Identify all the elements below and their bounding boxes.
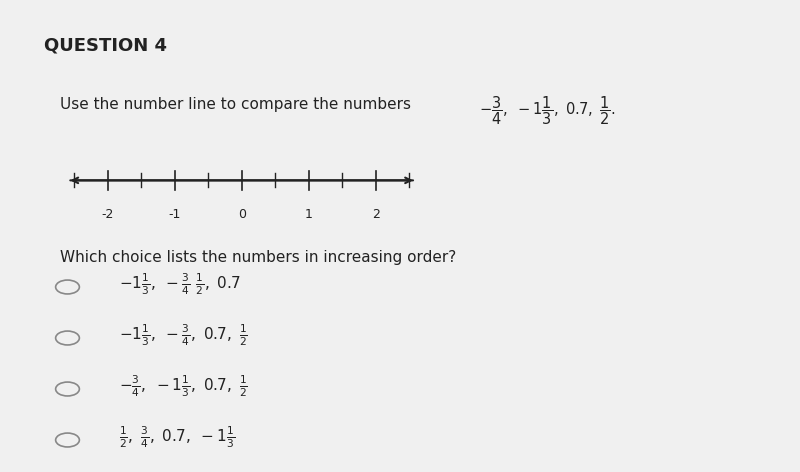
Text: QUESTION 4: QUESTION 4: [44, 37, 166, 55]
Text: 2: 2: [372, 208, 379, 221]
Text: $\frac{1}{2},\ \frac{3}{4},\ 0.7,\ -1\frac{1}{3}$: $\frac{1}{2},\ \frac{3}{4},\ 0.7,\ -1\fr…: [119, 425, 235, 450]
Text: $-\dfrac{3}{4},\ -1\dfrac{1}{3},\ 0.7,\ \dfrac{1}{2}.$: $-\dfrac{3}{4},\ -1\dfrac{1}{3},\ 0.7,\ …: [479, 94, 616, 127]
Text: -2: -2: [102, 208, 114, 221]
Text: -1: -1: [169, 208, 181, 221]
Text: $-\frac{3}{4},\ -1\frac{1}{3},\ 0.7,\ \frac{1}{2}$: $-\frac{3}{4},\ -1\frac{1}{3},\ 0.7,\ \f…: [119, 374, 248, 399]
Text: 0: 0: [238, 208, 246, 221]
Text: 1: 1: [305, 208, 313, 221]
Text: Use the number line to compare the numbers: Use the number line to compare the numbe…: [59, 97, 410, 112]
Text: $-1\frac{1}{3},\ -\frac{3}{4}\ \frac{1}{2},\ 0.7$: $-1\frac{1}{3},\ -\frac{3}{4}\ \frac{1}{…: [119, 272, 241, 297]
Text: Which choice lists the numbers in increasing order?: Which choice lists the numbers in increa…: [59, 250, 456, 265]
Text: $-1\frac{1}{3},\ -\frac{3}{4},\ 0.7,\ \frac{1}{2}$: $-1\frac{1}{3},\ -\frac{3}{4},\ 0.7,\ \f…: [119, 323, 248, 348]
